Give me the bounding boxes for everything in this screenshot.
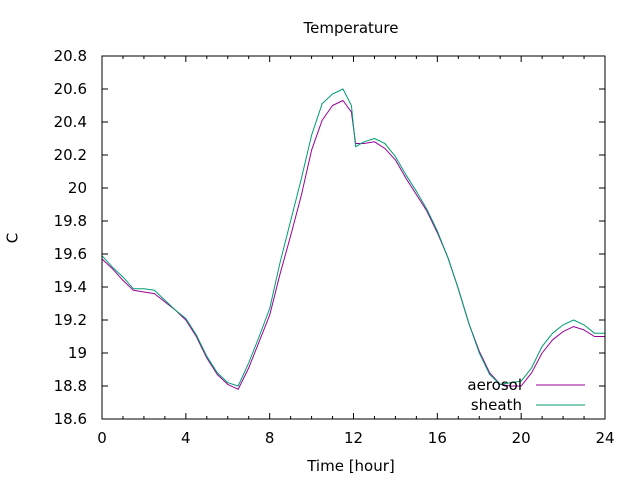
y-tick-label: 18.6 (54, 410, 87, 428)
y-tick-label: 20.8 (54, 47, 87, 65)
x-tick-label: 16 (428, 429, 447, 447)
x-tick-label: 20 (512, 429, 531, 447)
y-tick-label: 18.8 (54, 377, 87, 395)
y-tick-label: 19 (68, 344, 87, 362)
legend-label-aerosol: aerosol (467, 376, 522, 394)
series-line-sheath (101, 88, 605, 387)
series-lines (101, 88, 605, 390)
legend-label-sheath: sheath (471, 396, 522, 414)
y-tick-label: 20.4 (54, 113, 87, 131)
x-tick-label: 0 (97, 429, 107, 447)
y-tick-label: 19.2 (54, 311, 87, 329)
x-tick-label: 12 (344, 429, 363, 447)
legend: aerosol sheath (467, 376, 585, 414)
y-axis-label: C (4, 233, 22, 243)
series-line-aerosol (101, 100, 605, 390)
y-tick-label: 19.6 (54, 245, 87, 263)
x-axis-label: Time [hour] (306, 457, 395, 475)
axis-ticks: 0 4 8 12 16 20 24 18.6 18.8 19 19.2 19.4 19.6 19.8 20 2… (54, 47, 615, 447)
y-tick-label: 20.2 (54, 146, 87, 164)
chart-title: Temperature (302, 19, 398, 37)
y-tick-label: 19.4 (54, 278, 87, 296)
x-tick-label: 4 (181, 429, 191, 447)
x-tick-label: 24 (595, 429, 614, 447)
y-tick-label: 19.8 (54, 212, 87, 230)
y-tick-label: 20 (68, 179, 87, 197)
x-tick-label: 8 (265, 429, 275, 447)
y-tick-label: 20.6 (54, 80, 87, 98)
plot-frame (101, 55, 606, 420)
